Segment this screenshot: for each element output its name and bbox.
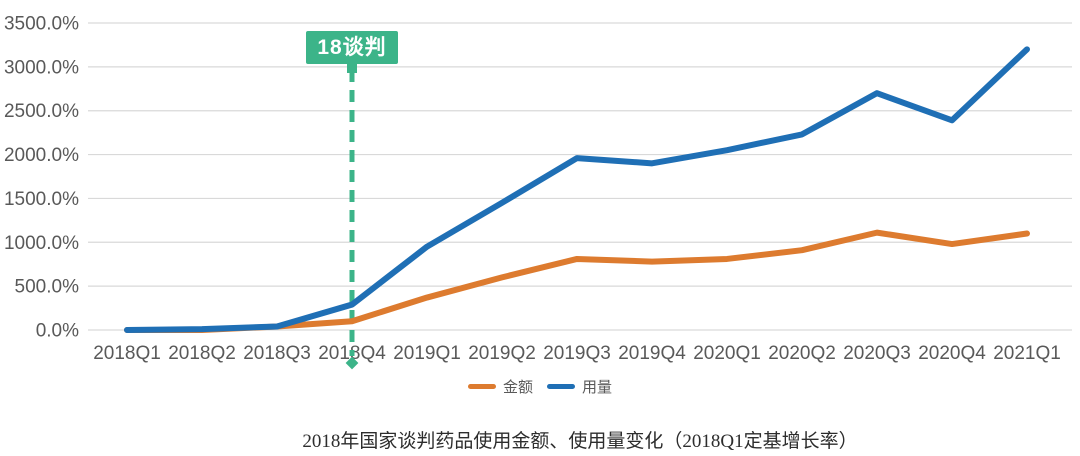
x-axis-tick-label: 2018Q3 [243, 343, 311, 364]
legend-item-amount: 金额 [467, 376, 533, 397]
y-axis-tick-label: 2000.0% [4, 145, 79, 166]
x-axis-tick-label: 2019Q2 [468, 343, 536, 364]
series-line-用量 [124, 46, 1030, 333]
y-axis-tick-label: 1500.0% [4, 189, 79, 210]
legend-item-volume: 用量 [547, 376, 612, 397]
x-axis-tick-label: 2019Q1 [393, 343, 461, 364]
series-line-金额 [124, 229, 1030, 333]
x-axis-tick-label: 2019Q3 [543, 343, 611, 364]
y-axis-tick-label: 0.0% [36, 321, 79, 342]
y-axis-tick-label: 2500.0% [4, 101, 79, 122]
x-axis-tick-label: 2018Q2 [168, 343, 236, 364]
annotation-callout-18-negotiation: 18谈判 [306, 31, 398, 64]
x-axis-tick-label: 2020Q2 [768, 343, 836, 364]
legend-label-amount: 金额 [502, 379, 533, 396]
x-axis-tick-label: 2020Q4 [918, 343, 986, 364]
y-axis-tick-label: 3000.0% [4, 57, 79, 78]
annotation-callout-stem [347, 64, 357, 73]
y-axis-tick-label: 3500.0% [4, 14, 79, 35]
x-axis-tick-label: 2020Q1 [693, 343, 761, 364]
x-axis-tick-label: 2021Q1 [993, 343, 1061, 364]
x-axis-tick-label: 2018Q1 [93, 343, 161, 364]
y-axis-tick-label: 500.0% [15, 277, 80, 298]
legend-label-volume: 用量 [582, 379, 613, 396]
x-axis-tick-label: 2020Q3 [843, 343, 911, 364]
amount-series-swatch-icon [467, 384, 496, 389]
x-axis-tick-label: 2019Q4 [618, 343, 686, 364]
chart-title: 2018年国家谈判药品使用金额、使用量变化（2018Q1定基增长率） [302, 431, 858, 452]
volume-series-swatch-icon [547, 384, 575, 389]
annotation-diamond-icon [345, 356, 359, 370]
y-axis-tick-label: 1000.0% [4, 233, 79, 254]
chart-legend: 金额 用量 [0, 376, 1080, 397]
